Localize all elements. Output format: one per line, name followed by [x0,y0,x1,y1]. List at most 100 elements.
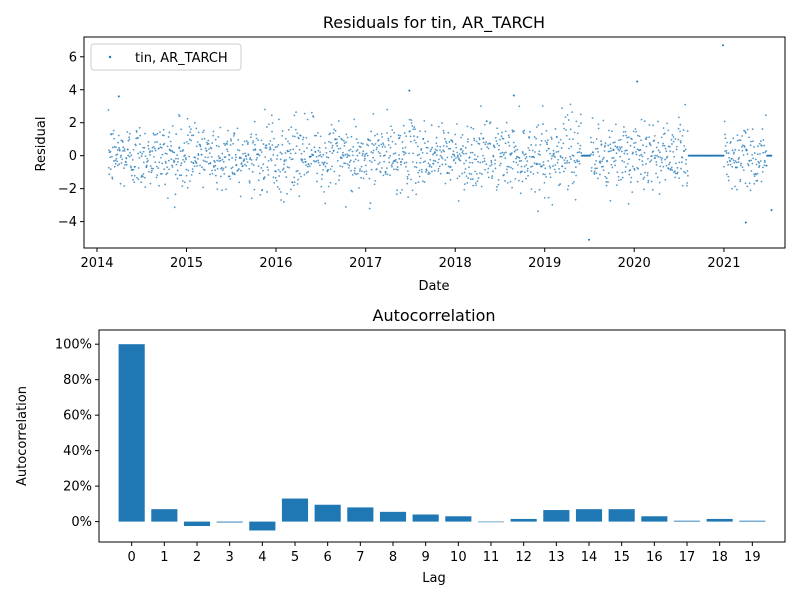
data-point [303,150,306,153]
data-point [741,144,744,147]
data-point [417,181,420,184]
x-tick-label: 14 [581,550,598,565]
data-point [139,134,142,137]
data-point [138,156,141,159]
data-point [491,175,494,177]
data-point [739,164,742,167]
data-point [279,191,282,193]
data-point [736,139,739,142]
data-point [346,163,349,166]
data-point [130,154,133,157]
data-point [119,156,122,159]
data-point [126,130,129,133]
data-point [504,130,507,133]
data-point [296,169,299,172]
data-point [477,160,479,163]
data-point [602,169,605,172]
data-point [668,145,671,148]
data-point [507,134,510,137]
data-point [245,140,248,142]
data-point [313,146,316,149]
data-point [447,165,450,168]
data-point [380,132,383,135]
y-axis-label: Autocorrelation [15,386,30,486]
data-point [730,157,733,160]
data-point [378,144,380,147]
data-point [364,153,367,156]
data-point [655,161,658,163]
data-point [306,165,309,168]
data-point [274,177,277,179]
data-point [250,158,253,161]
x-tick-label: 6 [324,550,332,565]
data-point [317,161,320,164]
data-point [131,158,134,161]
data-point [166,166,169,169]
data-point [354,158,357,161]
data-point [684,171,687,174]
data-point [401,147,404,150]
data-point [419,130,421,133]
data-point [221,169,224,172]
data-point [177,157,180,160]
data-point [590,153,592,156]
data-point [381,136,384,138]
data-point [736,166,739,169]
data-point [371,142,373,145]
bars [118,344,766,531]
data-point [670,138,673,141]
data-point [253,120,256,123]
data-point [770,154,773,157]
data-point [235,156,237,159]
data-point [149,150,152,153]
data-point [419,157,422,160]
data-point [600,140,603,143]
data-point [218,160,221,162]
data-point [265,144,268,147]
data-point [187,134,189,137]
data-point [550,157,553,160]
data-point [168,168,170,171]
data-point [216,159,219,162]
data-point [296,132,299,135]
data-point [686,169,689,172]
data-point [759,152,761,155]
data-point [487,176,490,179]
data-point [600,143,603,146]
data-point [163,142,166,145]
data-point [618,149,621,152]
data-point [630,176,633,179]
data-point [212,130,215,133]
data-point [736,188,738,191]
data-point [562,170,565,173]
data-point [411,189,414,192]
y-tick-label: −2 [58,182,77,197]
data-point [204,147,207,150]
data-point [387,137,390,140]
data-point [365,152,368,155]
data-point [412,128,415,131]
data-point [147,159,149,162]
data-point [487,167,490,170]
data-point [121,140,124,143]
data-point [199,164,201,167]
data-point [504,157,507,160]
data-point [664,158,666,161]
data-point [460,148,463,150]
data-point [475,140,478,143]
data-point [458,153,461,155]
data-point [259,194,262,196]
data-point [280,152,283,155]
data-point [524,157,527,160]
data-point [641,163,644,166]
data-point [468,156,471,159]
data-point [406,177,409,180]
data-point [598,155,601,158]
data-point [170,145,172,147]
data-point [192,162,195,165]
data-point [607,181,609,183]
data-point [278,188,281,191]
data-point [300,152,303,155]
data-point [242,152,245,155]
